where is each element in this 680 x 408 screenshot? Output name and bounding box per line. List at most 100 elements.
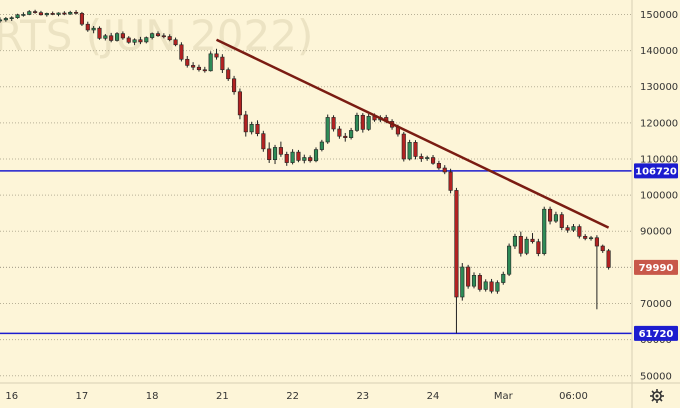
candle-body bbox=[278, 147, 283, 155]
candle-body bbox=[50, 13, 55, 15]
candle-body bbox=[74, 11, 79, 14]
candles bbox=[0, 9, 611, 334]
candle-body bbox=[442, 167, 447, 173]
level-lines bbox=[0, 170, 632, 335]
candle-body bbox=[436, 163, 441, 169]
candle-body bbox=[594, 237, 599, 247]
last-price-badge-bg bbox=[634, 259, 678, 275]
y-tick-label: 100000 bbox=[640, 191, 678, 202]
candle-body bbox=[302, 157, 307, 161]
y-tick-label: 70000 bbox=[640, 299, 672, 310]
candle-body bbox=[495, 282, 500, 292]
candle-body bbox=[553, 214, 558, 222]
y-tick-label: 140000 bbox=[640, 46, 678, 57]
candle-body bbox=[290, 151, 295, 163]
candle-body bbox=[103, 35, 108, 39]
y-tick-label: 120000 bbox=[640, 118, 678, 129]
candle-body bbox=[460, 266, 465, 298]
candle-body bbox=[284, 153, 289, 163]
candle-body bbox=[62, 12, 67, 15]
candle-body bbox=[308, 157, 313, 162]
candle-body bbox=[489, 281, 494, 292]
axis-panel bbox=[632, 0, 680, 408]
candle-body bbox=[536, 241, 541, 254]
candle-body bbox=[483, 281, 488, 290]
x-tick-label: 23 bbox=[356, 391, 369, 402]
candle-body bbox=[466, 266, 471, 287]
candle-body bbox=[27, 11, 32, 15]
candle-body bbox=[507, 245, 512, 275]
candle-body bbox=[214, 53, 219, 58]
x-tick-label: Mar bbox=[494, 391, 514, 402]
candle-body bbox=[220, 56, 225, 71]
candle-body bbox=[15, 14, 20, 19]
candle-body bbox=[0, 19, 3, 22]
candle-body bbox=[33, 11, 38, 13]
price-badges: 106720 61720 79990 bbox=[634, 163, 678, 341]
candle-body bbox=[56, 12, 61, 15]
candle-body bbox=[114, 33, 120, 41]
candle-body bbox=[208, 53, 213, 72]
x-tick-label: 16 bbox=[5, 391, 18, 402]
candle-body bbox=[267, 148, 272, 161]
candle-body bbox=[325, 117, 330, 143]
candle-body bbox=[530, 238, 535, 243]
candle-body bbox=[512, 236, 518, 247]
level-badge: 106720 bbox=[635, 166, 677, 177]
candle-body bbox=[366, 116, 371, 130]
candle-body bbox=[518, 236, 523, 254]
candle-body bbox=[191, 65, 196, 68]
candle-body bbox=[226, 69, 231, 80]
candle-body bbox=[79, 13, 84, 25]
candle-body bbox=[565, 227, 570, 231]
y-tick-label: 130000 bbox=[640, 82, 678, 93]
candle-body bbox=[167, 36, 172, 41]
candle-body bbox=[202, 69, 207, 72]
candle-body bbox=[44, 13, 49, 16]
last-price-badge: 79990 bbox=[639, 263, 674, 274]
candle-body bbox=[132, 39, 137, 43]
candle-body bbox=[354, 114, 360, 131]
candle-body bbox=[150, 33, 155, 38]
candle-body bbox=[97, 27, 102, 39]
candle-body bbox=[454, 190, 459, 298]
candle-body bbox=[9, 17, 14, 20]
candle-body bbox=[419, 156, 424, 159]
candle-body bbox=[21, 14, 26, 16]
x-tick-label: 06:00 bbox=[559, 391, 588, 402]
candle-body bbox=[413, 142, 418, 157]
candle-body bbox=[343, 135, 348, 138]
candle-body bbox=[559, 214, 564, 228]
candle-body bbox=[155, 33, 161, 37]
x-tick-label: 22 bbox=[286, 391, 299, 402]
candle-body bbox=[407, 142, 412, 160]
candle-body bbox=[331, 117, 336, 130]
candle-body bbox=[588, 237, 594, 240]
candle-body bbox=[542, 208, 547, 254]
candle-body bbox=[144, 37, 149, 43]
candle-body bbox=[272, 147, 278, 161]
candle-body bbox=[448, 171, 453, 191]
candle-body bbox=[313, 149, 319, 162]
candle-body bbox=[477, 275, 482, 290]
candle-body bbox=[38, 12, 44, 16]
candle-body bbox=[319, 141, 324, 150]
candle-body bbox=[243, 114, 248, 133]
candle-body bbox=[430, 157, 436, 164]
candle-body bbox=[360, 114, 365, 130]
candle-body bbox=[571, 226, 576, 231]
candle-body bbox=[501, 273, 506, 283]
settings-gear-icon[interactable] bbox=[650, 389, 664, 403]
candle-body bbox=[600, 245, 605, 252]
candle-body bbox=[425, 157, 430, 159]
candle-body bbox=[337, 128, 342, 137]
candle-body bbox=[185, 58, 190, 66]
candle-body bbox=[232, 78, 237, 93]
plot-background bbox=[0, 0, 632, 383]
candle-body bbox=[237, 91, 242, 116]
candle-body bbox=[261, 133, 266, 150]
x-tick-label: 24 bbox=[427, 391, 440, 402]
candle-body bbox=[91, 27, 96, 31]
candle-body bbox=[179, 44, 184, 60]
candle-body bbox=[401, 133, 406, 160]
